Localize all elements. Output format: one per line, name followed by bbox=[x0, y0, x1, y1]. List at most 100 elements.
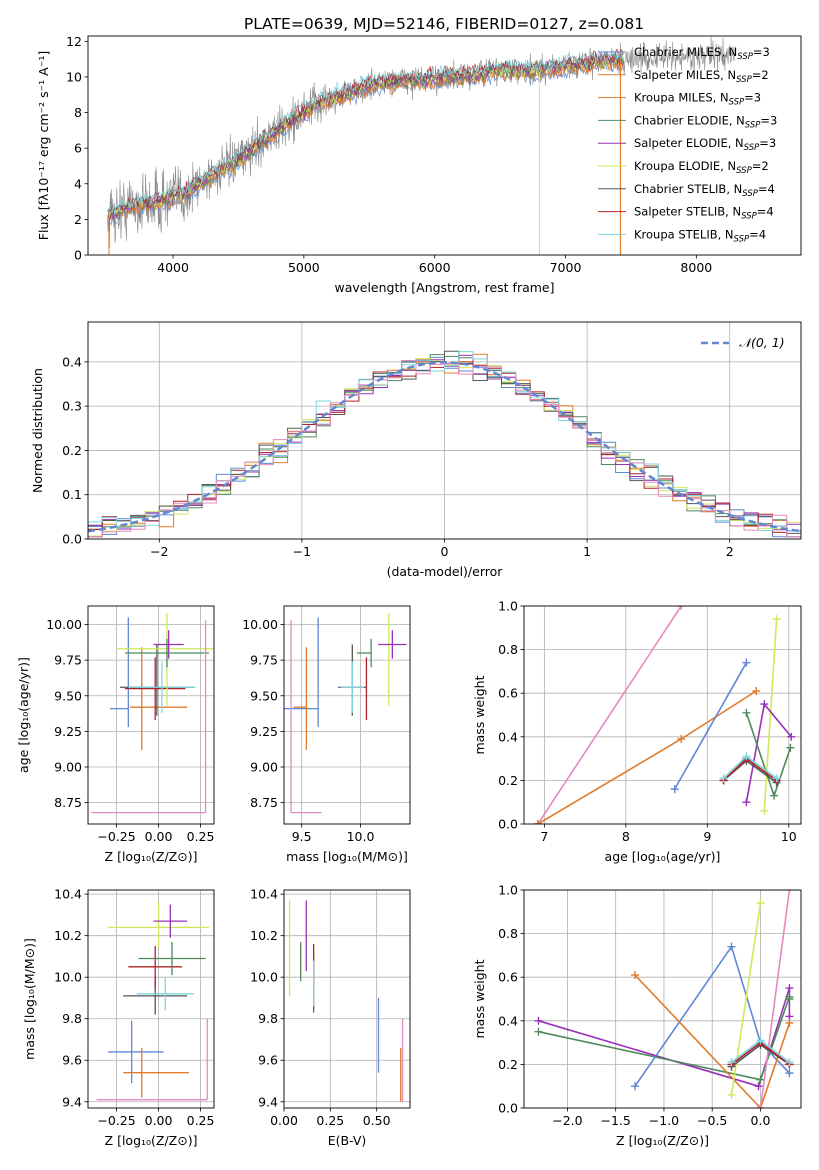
age_vs_Z-axes: −0.25 0.00 0.25 8.75 9.00 9.25 9.50 9.75 10.00 Z … bbox=[16, 606, 214, 864]
age_vs_Z-plot bbox=[91, 613, 214, 814]
x-tick-label: 5000 bbox=[288, 260, 320, 275]
legend-label: Kroupa MILES, NSSP=3 bbox=[634, 91, 761, 108]
x-tick-label: −1.5 bbox=[601, 1113, 631, 1128]
x-tick-label: 8000 bbox=[680, 260, 712, 275]
weight-marker bbox=[760, 700, 769, 709]
x-tick-label: −2 bbox=[150, 544, 168, 559]
weight-line bbox=[730, 902, 762, 1096]
residual-histogram bbox=[88, 350, 801, 538]
y-axis-label: Flux [fλ10⁻¹⁷ erg cm⁻² s⁻¹ A⁻¹] bbox=[36, 51, 51, 240]
weight-line bbox=[537, 690, 757, 824]
y-tick-label: 9.6 bbox=[258, 1053, 278, 1068]
weight-line bbox=[674, 662, 748, 790]
x-tick-label: −0.25 bbox=[97, 1113, 135, 1128]
y-tick-label: 1.0 bbox=[498, 599, 518, 614]
weight-marker bbox=[677, 734, 686, 743]
y-tick-label: 0.0 bbox=[498, 817, 518, 832]
y-tick-label: 0.3 bbox=[62, 399, 82, 414]
legend-label: Salpeter ELODIE, NSSP=3 bbox=[634, 136, 776, 153]
residuals-frame bbox=[87, 321, 802, 540]
y-tick-label: 10.2 bbox=[250, 928, 278, 943]
mass_vs_Z-plot bbox=[96, 902, 209, 1101]
x-axis-label: (data-model)/error bbox=[387, 564, 504, 579]
weight-marker bbox=[742, 658, 751, 667]
x-tick-label: −2.0 bbox=[552, 1113, 582, 1128]
weight-marker bbox=[742, 708, 751, 717]
x-axis-label: Z [log₁₀(Z/Z⊙)] bbox=[105, 1133, 198, 1148]
y-tick-label: 0.8 bbox=[498, 642, 518, 657]
y-tick-label: 0.4 bbox=[498, 1013, 518, 1028]
y-tick-label: 10.00 bbox=[242, 617, 278, 632]
x-tick-label: 9 bbox=[703, 829, 711, 844]
weight-marker bbox=[533, 820, 542, 824]
y-tick-label: 9.6 bbox=[62, 1053, 82, 1068]
y-tick-label: 9.50 bbox=[54, 688, 82, 703]
legend-label: Kroupa ELODIE, NSSP=2 bbox=[634, 159, 769, 176]
x-tick-label: 0.00 bbox=[270, 1113, 298, 1128]
weight-line bbox=[634, 974, 791, 1108]
weight-line bbox=[759, 890, 791, 1108]
spectrum-frame bbox=[87, 35, 802, 256]
y-tick-label: 0.1 bbox=[62, 487, 82, 502]
weight-marker bbox=[727, 1058, 736, 1067]
weight-marker bbox=[727, 1090, 736, 1099]
y-tick-label: 8.75 bbox=[250, 795, 278, 810]
weight-marker bbox=[742, 752, 751, 761]
y-tick-label: 12 bbox=[66, 34, 82, 49]
y-tick-label: 0 bbox=[74, 248, 82, 263]
weight-line bbox=[537, 606, 682, 824]
y-tick-label: 9.4 bbox=[62, 1094, 82, 1109]
x-tick-label: 10.0 bbox=[347, 829, 375, 844]
weight-marker bbox=[770, 791, 779, 800]
weight-line bbox=[763, 619, 778, 811]
x-tick-label: 0.00 bbox=[145, 1113, 173, 1128]
y-tick-label: 9.8 bbox=[62, 1011, 82, 1026]
y-tick-label: 0.0 bbox=[498, 1101, 518, 1116]
weight-marker bbox=[760, 806, 769, 815]
y-tick-label: 0.0 bbox=[62, 532, 82, 547]
weight-marker bbox=[785, 1058, 794, 1067]
legend-label: 𝒩(0, 1) bbox=[739, 335, 785, 350]
y-axis-label: mass weight bbox=[472, 675, 487, 754]
x-tick-label: 0.25 bbox=[316, 1113, 344, 1128]
weight-marker bbox=[787, 732, 796, 741]
x-tick-label: 0.25 bbox=[187, 1113, 215, 1128]
y-axis-label: age [log₁₀(age/yr)] bbox=[16, 657, 31, 773]
y-tick-label: 0.6 bbox=[498, 686, 518, 701]
x-axis-label: age [log₁₀(age/yr)] bbox=[605, 849, 721, 864]
mass_vs_Z-axes: −0.25 0.00 0.25 9.4 9.6 9.8 10.0 10.2 10.4 Z [log… bbox=[22, 887, 214, 1148]
y-tick-label: 9.75 bbox=[54, 653, 82, 668]
x-tick-label: 0 bbox=[441, 544, 449, 559]
x-axis-label: wavelength [Angstrom, rest frame] bbox=[334, 280, 554, 295]
y-tick-label: 9.25 bbox=[54, 724, 82, 739]
x-tick-label: 0.25 bbox=[187, 829, 215, 844]
x-tick-label: 0.00 bbox=[145, 829, 173, 844]
y-tick-label: 8 bbox=[74, 105, 82, 120]
x-tick-label: 10 bbox=[781, 829, 797, 844]
spectrum-plot bbox=[107, 36, 736, 255]
legend-label: Chabrier MILES, NSSP=3 bbox=[634, 45, 770, 62]
y-tick-label: 9.00 bbox=[250, 760, 278, 775]
y-tick-label: 1.0 bbox=[498, 883, 518, 898]
x-tick-label: 7 bbox=[540, 829, 548, 844]
weight-marker bbox=[785, 984, 794, 993]
y-tick-label: 10.4 bbox=[54, 887, 82, 902]
y-tick-label: 8.75 bbox=[54, 795, 82, 810]
residual-legend: 𝒩(0, 1) bbox=[701, 335, 785, 350]
y-tick-label: 9.4 bbox=[258, 1094, 278, 1109]
legend-label: Chabrier ELODIE, NSSP=3 bbox=[634, 113, 777, 130]
y-axis-label: Normed distribution bbox=[30, 368, 45, 493]
x-tick-label: −0.5 bbox=[697, 1113, 727, 1128]
weight-marker bbox=[742, 798, 751, 807]
y-tick-label: 10.2 bbox=[54, 928, 82, 943]
weight-marker bbox=[752, 687, 761, 696]
spectrum-model-line bbox=[107, 51, 624, 220]
x-tick-label: 2 bbox=[726, 544, 734, 559]
x-tick-label: 0.50 bbox=[363, 1113, 391, 1128]
mass_vs_EBV-axes: 0.00 0.25 0.50 9.4 9.6 9.8 10.0 10.2 10.4 E(B-V) bbox=[250, 887, 410, 1148]
age_vs_mass-axes: 9.5 10.0 8.75 9.00 9.25 9.50 9.75 10.00 mass [lo… bbox=[242, 606, 410, 864]
gaussian-line bbox=[88, 361, 801, 533]
x-tick-label: 4000 bbox=[157, 260, 189, 275]
residual-histogram bbox=[88, 351, 801, 538]
massweight_vs_age-plot bbox=[533, 606, 796, 824]
